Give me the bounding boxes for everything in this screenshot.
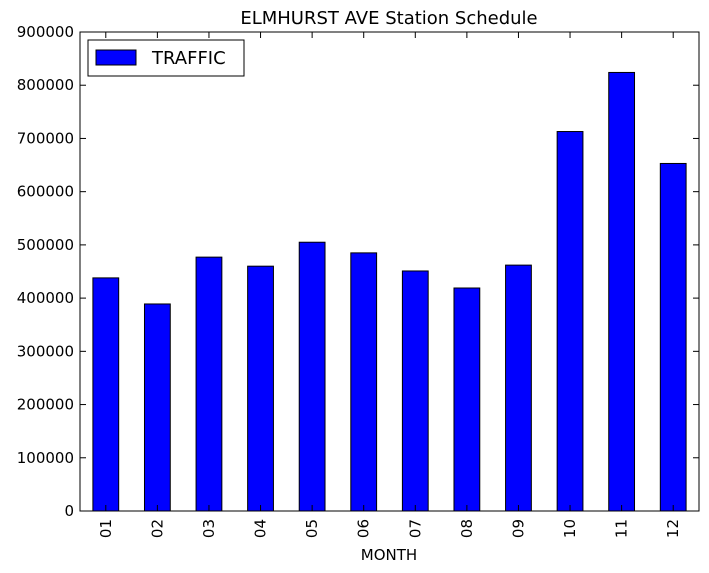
- x-tick-label: 02: [148, 519, 166, 538]
- bar-07: [401, 270, 429, 512]
- y-tick-label: 700000: [17, 129, 74, 147]
- legend-label: TRAFFIC: [151, 48, 226, 69]
- chart-title: ELMHURST AVE Station Schedule: [240, 8, 537, 29]
- plot-area: [92, 71, 687, 512]
- x-tick-label: 10: [561, 519, 579, 538]
- y-tick-label: 800000: [17, 76, 74, 94]
- bar-02: [143, 303, 171, 512]
- y-tick-label: 0: [64, 502, 74, 520]
- plot-frame: [79, 31, 700, 512]
- y-tick-label: 100000: [17, 449, 74, 467]
- bar-04: [247, 265, 274, 512]
- y-tick-label: 500000: [17, 236, 74, 254]
- bar-08: [453, 287, 481, 512]
- legend-swatch: [95, 49, 137, 66]
- bar-06: [350, 252, 378, 512]
- bar-03: [195, 256, 223, 512]
- y-tick-label: 600000: [17, 183, 74, 201]
- bar-01: [92, 277, 120, 512]
- bar-11: [608, 71, 636, 512]
- x-tick-label: 01: [97, 519, 115, 538]
- bar-05: [298, 241, 326, 512]
- x-axis-label: MONTH: [361, 546, 417, 564]
- legend: TRAFFIC: [87, 39, 245, 77]
- x-axis: 01 02 03 04 05 06 07 08 09 10 11 12: [97, 32, 682, 538]
- y-axis: 0 100000 200000 300000 400000 500000 600000 700…: [17, 23, 699, 520]
- x-tick-label: 07: [406, 519, 424, 538]
- x-tick-label: 12: [664, 519, 682, 538]
- x-tick-label: 09: [509, 519, 527, 538]
- x-tick-label: 06: [355, 519, 373, 538]
- x-tick-label: 04: [252, 519, 270, 538]
- y-tick-label: 400000: [17, 289, 74, 307]
- y-tick-label: 200000: [17, 396, 74, 414]
- x-tick-label: 05: [303, 519, 321, 538]
- bar-10: [556, 131, 584, 512]
- x-tick-label: 08: [458, 519, 476, 538]
- bar-12: [659, 162, 687, 512]
- x-tick-label: 11: [613, 519, 631, 538]
- x-tick-label: 03: [200, 519, 218, 538]
- y-tick-label: 300000: [17, 342, 74, 360]
- y-tick-label: 900000: [17, 23, 74, 41]
- bar-09: [505, 264, 532, 512]
